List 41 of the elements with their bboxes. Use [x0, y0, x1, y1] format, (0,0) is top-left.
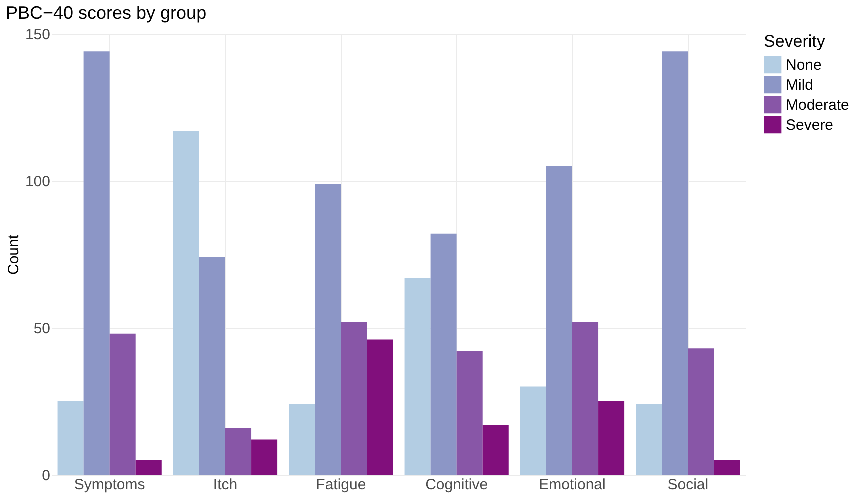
legend-label: None: [786, 57, 822, 74]
bar: [252, 440, 278, 475]
x-tick-label: Symptoms: [74, 476, 146, 494]
y-tick-label: 0: [42, 468, 50, 484]
bar: [520, 386, 546, 475]
x-tick-label: Fatigue: [316, 476, 366, 494]
bar: [572, 322, 599, 475]
bar: [173, 131, 200, 475]
bar: [598, 402, 625, 475]
x-tick-label: Emotional: [539, 476, 606, 494]
bar: [136, 460, 162, 475]
bar: [662, 52, 688, 475]
y-tick-label: 50: [34, 320, 50, 338]
bar: [430, 234, 457, 475]
bar: [110, 334, 136, 475]
chart-title: PBC−40 scores by group: [6, 3, 207, 23]
bar: [688, 348, 714, 475]
bar: [289, 404, 316, 475]
legend-label: Mild: [786, 77, 814, 94]
legend-label: Severe: [786, 117, 834, 134]
bar: [404, 278, 431, 475]
bar: [226, 428, 252, 475]
bar: [367, 340, 394, 475]
y-tick-label: 100: [25, 174, 50, 190]
bar: [482, 425, 509, 475]
legend-title: Severity: [764, 32, 826, 51]
y-axis-title: Count: [5, 234, 22, 276]
bar: [636, 404, 662, 475]
bar: [84, 52, 110, 475]
y-tick-label: 150: [25, 26, 50, 44]
x-tick-label: Cognitive: [426, 476, 488, 494]
x-tick-label: Itch: [213, 476, 238, 494]
bar: [456, 352, 483, 475]
legend-label: Moderate: [786, 97, 850, 114]
bar: [199, 257, 226, 475]
bar: [315, 184, 342, 475]
bar: [546, 166, 572, 475]
x-tick-label: Social: [668, 476, 709, 494]
bar: [341, 322, 368, 475]
bar: [58, 402, 84, 475]
bar: [714, 460, 740, 475]
